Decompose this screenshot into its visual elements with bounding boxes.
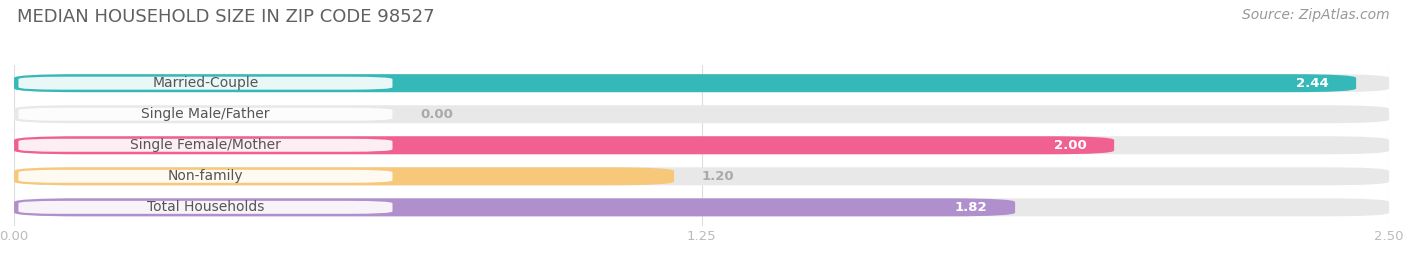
Text: MEDIAN HOUSEHOLD SIZE IN ZIP CODE 98527: MEDIAN HOUSEHOLD SIZE IN ZIP CODE 98527 xyxy=(17,8,434,26)
Text: 1.20: 1.20 xyxy=(702,170,734,183)
Text: Total Households: Total Households xyxy=(146,200,264,214)
FancyBboxPatch shape xyxy=(18,108,392,121)
FancyBboxPatch shape xyxy=(14,136,1389,154)
Text: Married-Couple: Married-Couple xyxy=(152,76,259,90)
Text: 1.82: 1.82 xyxy=(955,201,987,214)
FancyBboxPatch shape xyxy=(14,167,673,185)
Text: Non-family: Non-family xyxy=(167,169,243,183)
Text: Single Male/Father: Single Male/Father xyxy=(141,107,270,121)
FancyBboxPatch shape xyxy=(18,77,392,90)
Text: Single Female/Mother: Single Female/Mother xyxy=(129,138,281,152)
FancyBboxPatch shape xyxy=(14,198,1015,216)
Text: 2.00: 2.00 xyxy=(1054,139,1087,152)
FancyBboxPatch shape xyxy=(18,139,392,152)
FancyBboxPatch shape xyxy=(18,170,392,183)
FancyBboxPatch shape xyxy=(14,105,1389,123)
Text: 0.00: 0.00 xyxy=(420,108,453,121)
FancyBboxPatch shape xyxy=(14,74,1357,92)
FancyBboxPatch shape xyxy=(14,167,1389,185)
Text: 2.44: 2.44 xyxy=(1296,77,1329,90)
Text: Source: ZipAtlas.com: Source: ZipAtlas.com xyxy=(1241,8,1389,22)
FancyBboxPatch shape xyxy=(14,136,1114,154)
FancyBboxPatch shape xyxy=(14,198,1389,216)
FancyBboxPatch shape xyxy=(18,201,392,214)
FancyBboxPatch shape xyxy=(14,74,1389,92)
